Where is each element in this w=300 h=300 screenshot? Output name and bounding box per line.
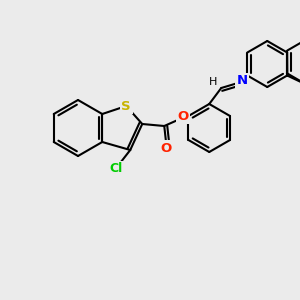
Text: O: O <box>160 142 172 154</box>
Text: Cl: Cl <box>110 163 123 176</box>
Text: N: N <box>237 74 248 88</box>
Text: H: H <box>209 77 218 87</box>
Text: S: S <box>122 100 131 112</box>
Text: O: O <box>178 110 189 122</box>
